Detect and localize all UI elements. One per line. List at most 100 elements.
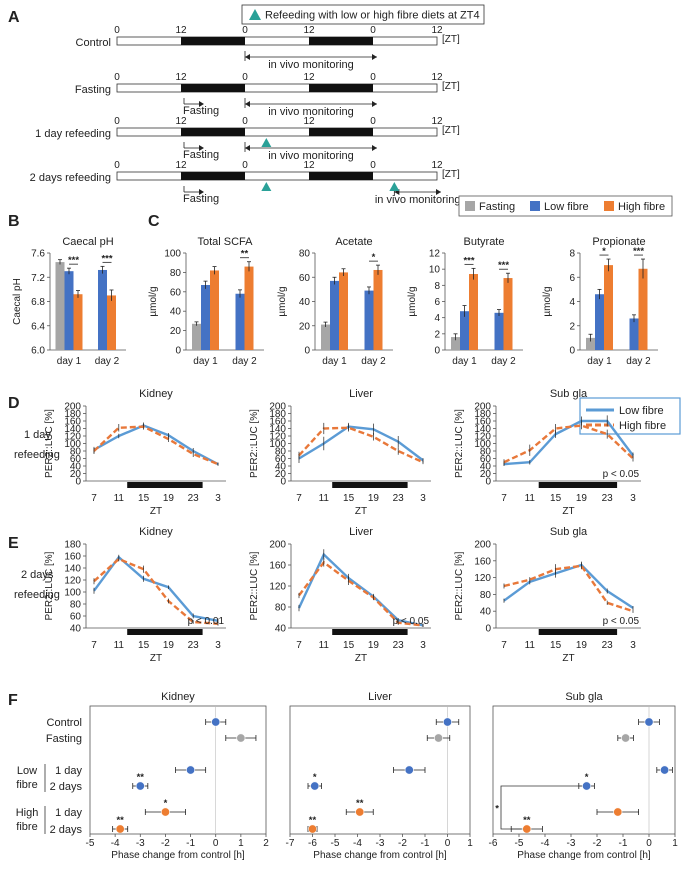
y-tick-label: 100	[474, 439, 491, 450]
y-tick-label: 60	[480, 454, 492, 465]
significance-mark: **	[523, 815, 531, 826]
x-tick-label: -4	[353, 838, 362, 849]
row-label-e-1: 2 days	[21, 569, 54, 581]
p-value: p < 0.05	[603, 469, 640, 480]
y-axis-label: Caecal pH	[12, 278, 23, 325]
y-tick-label: 140	[269, 424, 286, 435]
phase-point	[211, 717, 221, 727]
refeed-triangle-icon	[249, 9, 261, 20]
category-label: day 1	[193, 356, 218, 367]
x-tick-label: 11	[319, 493, 330, 504]
phase-point	[115, 824, 125, 834]
phase-point	[660, 765, 670, 775]
y-tick-label: 7.6	[31, 249, 45, 260]
x-tick-label: 1	[238, 838, 244, 849]
significance-mark: ***	[633, 246, 644, 257]
legend-swatch-low	[530, 201, 540, 211]
y-tick-label: 180	[64, 540, 81, 551]
y-tick-label: 0	[304, 346, 310, 357]
y-tick-label: 6	[434, 297, 440, 308]
y-tick-label: 40	[275, 624, 287, 635]
significance-mark: **	[116, 815, 124, 826]
line-chart-title: Liver	[349, 388, 373, 400]
y-tick-label: 80	[480, 447, 492, 458]
x-tick-label: 23	[602, 640, 614, 651]
x-axis-label: ZT	[562, 653, 574, 664]
x-axis-label: Phase change from control [h]	[111, 850, 245, 861]
fasting-label: Fasting	[183, 193, 219, 205]
high-fibre-bar	[638, 268, 648, 350]
schedule-dark-phase	[181, 84, 245, 92]
y-tick-label: 120	[64, 576, 81, 587]
schedule-tick: 0	[370, 72, 376, 83]
y-tick-label: 4	[569, 297, 575, 308]
x-tick-label: 11	[114, 640, 125, 651]
phase-chart-title: Kidney	[161, 691, 195, 703]
y-tick-label: 100	[64, 588, 81, 599]
fasting-bar	[192, 323, 201, 350]
high-fibre-bar	[503, 278, 513, 350]
low-fibre-line	[298, 425, 424, 462]
y-tick-label: 100	[164, 249, 181, 260]
y-tick-label: 60	[70, 454, 82, 465]
group-label: High	[16, 807, 39, 819]
low-fibre-line	[93, 424, 219, 466]
significance-mark: ***	[498, 260, 509, 271]
y-tick-label: 8	[434, 281, 440, 292]
schedule-tick: 0	[370, 160, 376, 171]
night-bar	[332, 629, 408, 635]
x-tick-label: -6	[308, 838, 317, 849]
significance-mark: *	[372, 252, 376, 263]
x-tick-label: 23	[602, 493, 614, 504]
y-tick-label: 200	[269, 540, 286, 551]
high-fibre-bar	[210, 270, 219, 350]
line-legend: Low fibre High fibre	[579, 397, 681, 435]
row-label: 2 days	[50, 824, 83, 836]
y-tick-label: 6.0	[31, 346, 45, 357]
y-tick-label: 0	[485, 624, 491, 635]
low-fibre-bar	[64, 271, 74, 350]
low-fibre-bar	[201, 285, 210, 350]
significance-mark: **	[309, 815, 317, 826]
y-tick-label: 40	[299, 297, 311, 308]
legend-low: Low fibre	[544, 201, 589, 213]
low-fibre-line	[93, 555, 219, 622]
x-tick-label: -7	[286, 838, 295, 849]
x-tick-label: 7	[296, 493, 302, 504]
y-tick-label: 60	[275, 454, 287, 465]
significance-mark: **	[241, 249, 249, 260]
y-tick-label: 40	[480, 607, 492, 618]
y-tick-label: 200	[269, 402, 286, 413]
x-tick-label: 7	[296, 640, 302, 651]
x-tick-label: 7	[501, 493, 507, 504]
x-tick-label: 23	[393, 640, 405, 651]
y-tick-label: 200	[474, 402, 491, 413]
y-tick-label: 180	[64, 409, 81, 420]
schedule-tick: 0	[114, 116, 120, 127]
significance-mark: *	[164, 798, 168, 809]
y-tick-label: 80	[70, 447, 82, 458]
y-tick-label: 80	[299, 249, 311, 260]
y-tick-label: 7.2	[31, 273, 45, 284]
schedule-tick: 12	[175, 116, 187, 127]
night-bar	[332, 482, 408, 488]
row-label: Fasting	[46, 733, 82, 745]
phase-point	[582, 781, 592, 791]
y-tick-label: 160	[64, 417, 81, 428]
x-tick-label: 3	[215, 493, 221, 504]
group-label: fibre	[16, 821, 37, 833]
bar-chart-title: Acetate	[335, 236, 372, 248]
phase-point	[310, 781, 320, 791]
x-tick-label: -2	[161, 838, 170, 849]
x-axis-label: ZT	[150, 506, 162, 517]
x-tick-label: 0	[213, 838, 219, 849]
schedule-unit: [ZT]	[442, 125, 460, 136]
y-tick-label: 120	[474, 573, 491, 584]
schedule-timeline	[116, 171, 438, 181]
phase-point	[355, 807, 365, 817]
schedule-tick: 0	[114, 25, 120, 36]
significance-mark: **	[137, 772, 145, 783]
x-tick-label: 11	[114, 493, 125, 504]
y-axis-label: µmol/g	[277, 286, 288, 316]
row-label-e-2: refeeding	[14, 589, 60, 601]
